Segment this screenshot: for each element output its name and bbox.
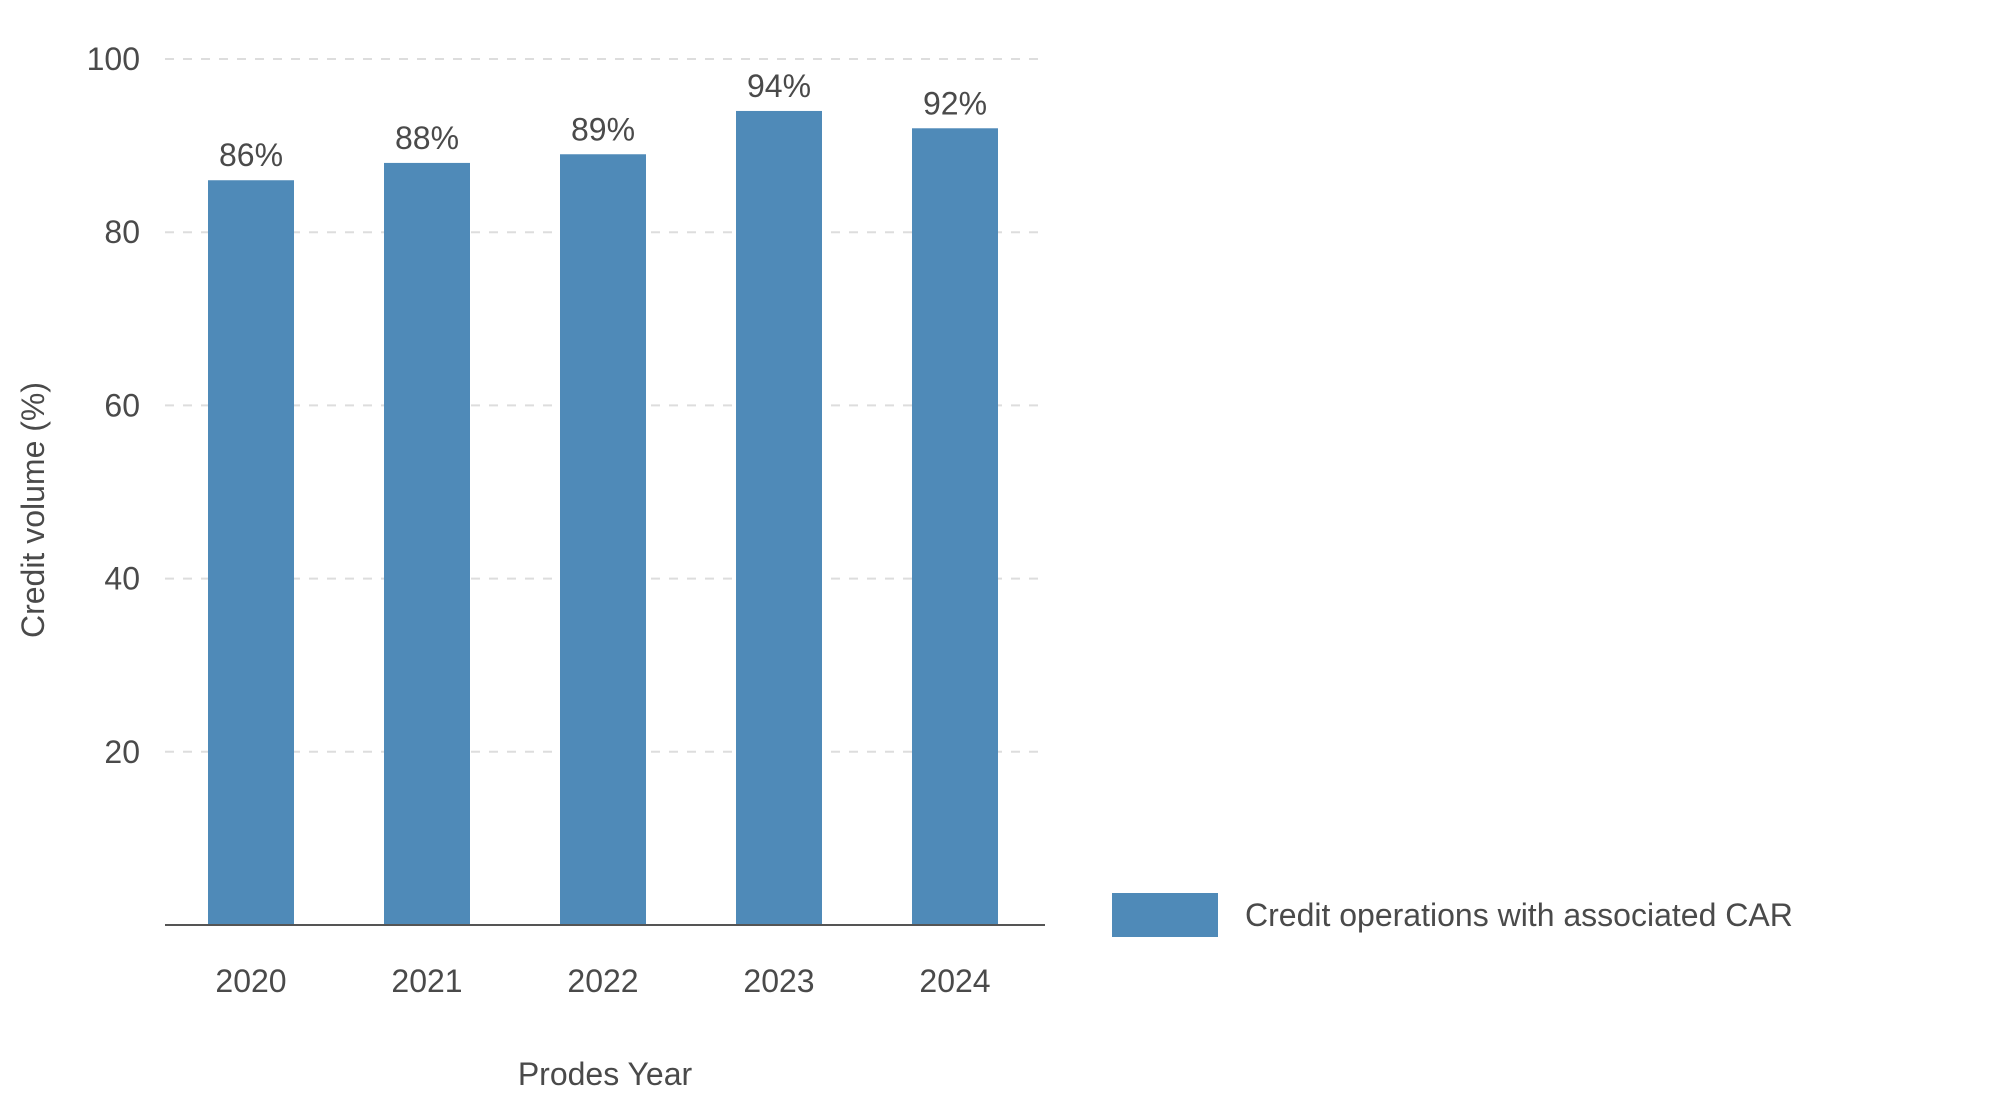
x-tick-label: 2023 [743, 963, 814, 999]
y-tick-label: 20 [104, 734, 140, 770]
bar-2020 [208, 180, 294, 926]
x-tick-label: 2020 [215, 963, 286, 999]
x-axis-ticks: 2020 2021 2022 2023 2024 [215, 963, 990, 999]
bar-value-label: 86% [219, 137, 283, 173]
x-tick-label: 2021 [391, 963, 462, 999]
legend: Credit operations with associated CAR [1112, 893, 1793, 937]
y-tick-label: 100 [87, 41, 140, 77]
bar-value-label: 88% [395, 120, 459, 156]
bars [208, 110, 998, 926]
bar-value-label: 94% [747, 68, 811, 104]
bar-2023 [736, 110, 822, 925]
y-axis-title: Credit volume (%) [15, 382, 51, 638]
legend-swatch [1112, 893, 1218, 937]
bar-2024 [912, 128, 998, 925]
bar-value-label: 89% [571, 111, 635, 147]
x-tick-label: 2024 [919, 963, 990, 999]
x-tick-label: 2022 [567, 963, 638, 999]
bar-value-labels: 86% 88% 89% 94% 92% [219, 68, 987, 173]
y-tick-label: 80 [104, 214, 140, 250]
bar-2022 [560, 154, 646, 925]
y-tick-label: 60 [104, 387, 140, 423]
y-tick-label: 40 [104, 561, 140, 597]
bar-2021 [384, 162, 470, 926]
y-axis-ticks: 20 40 60 80 100 [87, 41, 140, 770]
legend-label: Credit operations with associated CAR [1245, 897, 1793, 933]
bar-value-label: 92% [923, 85, 987, 121]
x-axis-title: Prodes Year [518, 1056, 693, 1092]
